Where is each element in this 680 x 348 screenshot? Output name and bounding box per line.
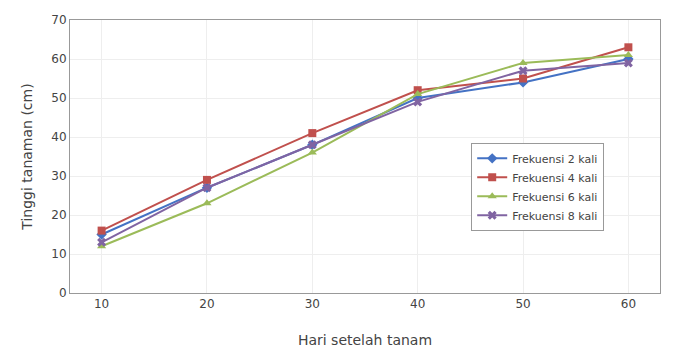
svg-text:30: 30 [51, 169, 66, 183]
svg-text:20: 20 [51, 208, 66, 222]
svg-text:70: 70 [51, 13, 66, 27]
svg-text:Hari setelah tanam: Hari setelah tanam [298, 332, 432, 348]
svg-text:20: 20 [199, 297, 214, 311]
svg-text:10: 10 [94, 297, 109, 311]
svg-text:Frekuensi 2 kali: Frekuensi 2 kali [512, 153, 597, 166]
svg-text:Frekuensi 8 kali: Frekuensi 8 kali [512, 210, 597, 223]
svg-text:50: 50 [51, 91, 66, 105]
svg-text:60: 60 [51, 52, 66, 66]
svg-text:Frekuensi 6 kali: Frekuensi 6 kali [512, 191, 597, 204]
svg-text:10: 10 [51, 247, 66, 261]
svg-text:40: 40 [51, 130, 66, 144]
svg-text:50: 50 [515, 297, 530, 311]
svg-text:30: 30 [305, 297, 320, 311]
svg-text:0: 0 [59, 286, 67, 300]
svg-text:Frekuensi 4 kali: Frekuensi 4 kali [512, 172, 597, 185]
svg-text:40: 40 [410, 297, 425, 311]
svg-text:60: 60 [621, 297, 636, 311]
svg-text:Tinggi tanaman (cm): Tinggi tanaman (cm) [19, 83, 35, 230]
